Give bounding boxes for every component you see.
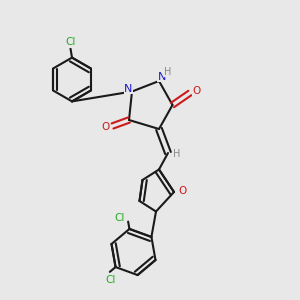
Text: Cl: Cl (65, 37, 76, 47)
Text: O: O (101, 122, 109, 133)
Text: N: N (124, 83, 133, 94)
Text: Cl: Cl (114, 213, 124, 223)
Text: H: H (173, 149, 181, 159)
Text: H: H (164, 67, 172, 77)
Text: O: O (178, 186, 187, 197)
Text: N: N (158, 71, 166, 82)
Text: Cl: Cl (105, 275, 116, 285)
Text: O: O (192, 85, 201, 96)
